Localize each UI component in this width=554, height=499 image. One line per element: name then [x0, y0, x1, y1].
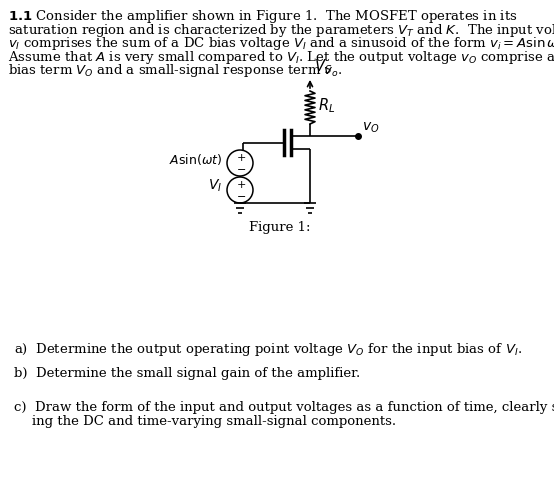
Text: $A\sin(\omega t)$: $A\sin(\omega t)$ — [169, 152, 222, 167]
Text: $v_O$: $v_O$ — [362, 121, 379, 135]
Text: $-$: $-$ — [236, 163, 246, 173]
Text: Figure 1:: Figure 1: — [249, 221, 311, 234]
Text: Assume that $A$ is very small compared to $V_I$. Let the output voltage $v_O$ co: Assume that $A$ is very small compared t… — [8, 48, 554, 65]
Text: ing the DC and time-varying small-signal components.: ing the DC and time-varying small-signal… — [32, 415, 396, 428]
Text: $V_I$: $V_I$ — [208, 178, 222, 194]
Text: +: + — [237, 180, 245, 190]
Text: bias term $V_O$ and a small-signal response term $v_o$.: bias term $V_O$ and a small-signal respo… — [8, 62, 343, 79]
Text: $v_I$ comprises the sum of a DC bias voltage $V_I$ and a sinusoid of the form $v: $v_I$ comprises the sum of a DC bias vol… — [8, 35, 554, 52]
Text: $\mathbf{1.1}$ Consider the amplifier shown in Figure 1.  The MOSFET operates in: $\mathbf{1.1}$ Consider the amplifier sh… — [8, 8, 517, 25]
Text: $-$: $-$ — [236, 190, 246, 200]
Text: $R_L$: $R_L$ — [318, 96, 335, 115]
Text: saturation region and is characterized by the parameters $V_T$ and $K$.  The inp: saturation region and is characterized b… — [8, 21, 554, 38]
Text: b)  Determine the small signal gain of the amplifier.: b) Determine the small signal gain of th… — [14, 367, 360, 380]
Text: $V_S$: $V_S$ — [314, 57, 332, 76]
Text: c)  Draw the form of the input and output voltages as a function of time, clearl: c) Draw the form of the input and output… — [14, 401, 554, 414]
Text: +: + — [237, 153, 245, 163]
Text: a)  Determine the output operating point voltage $V_O$ for the input bias of $V_: a) Determine the output operating point … — [14, 341, 522, 358]
